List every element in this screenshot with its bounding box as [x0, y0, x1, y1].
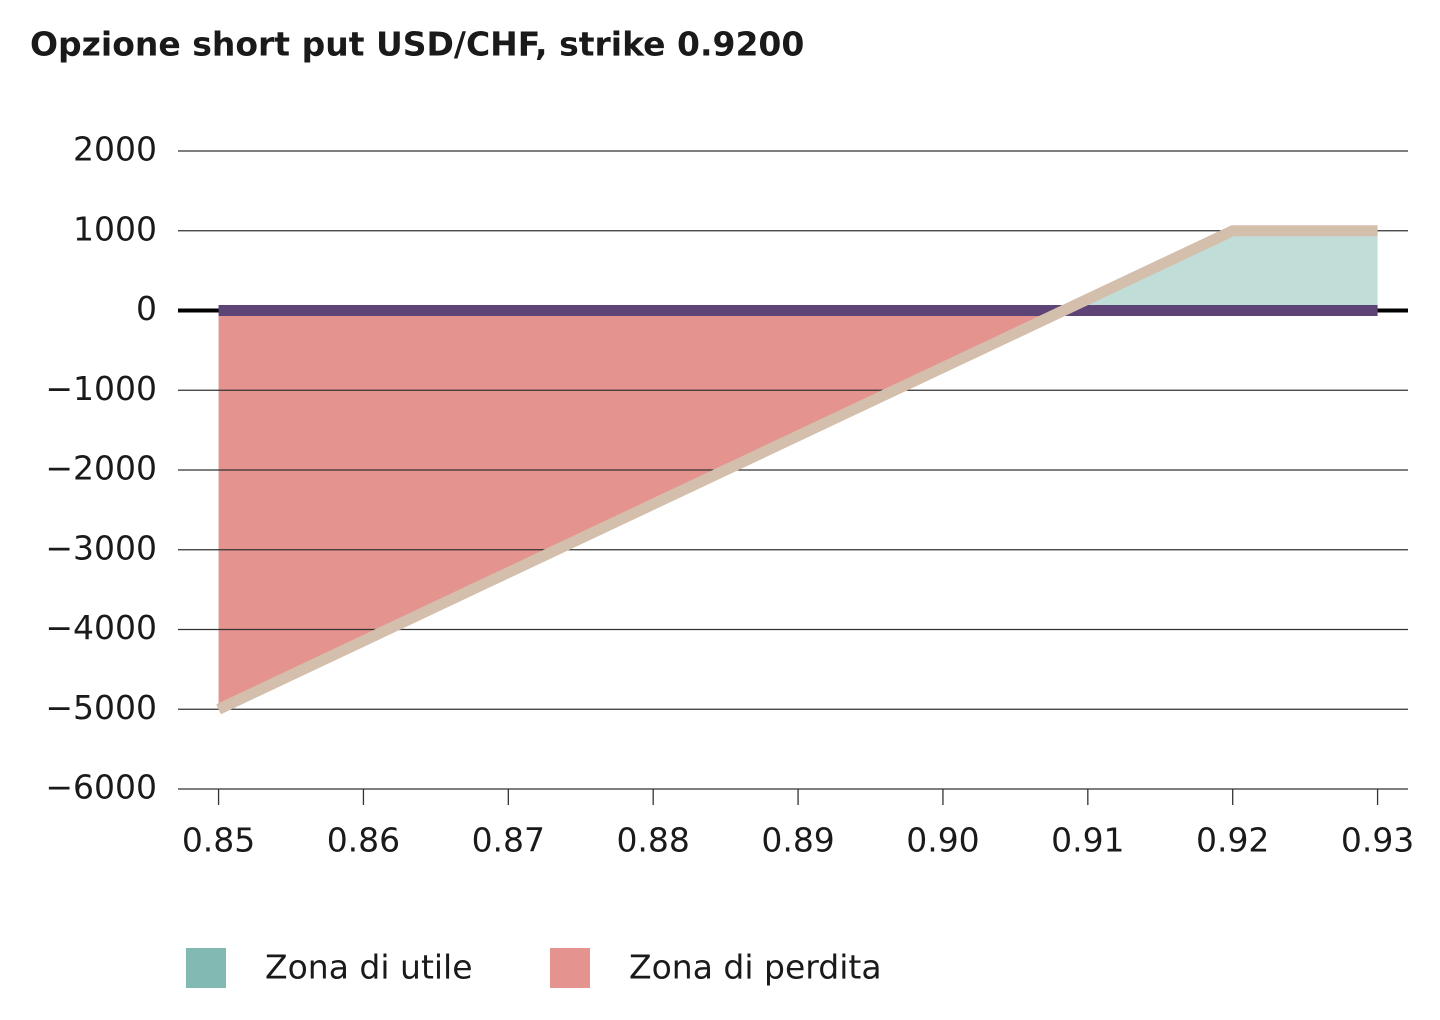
chart-title: Opzione short put USD/CHF, strike 0.9200: [30, 25, 804, 64]
y-tick-label: 0: [136, 289, 157, 328]
legend-label: Zona di perdita: [629, 948, 882, 987]
x-tick-label: 0.85: [182, 821, 255, 860]
x-tick-label: 0.92: [1196, 821, 1269, 860]
x-tick-label: 0.87: [472, 821, 545, 860]
legend-swatch: [186, 948, 226, 988]
x-tick-label: 0.91: [1051, 821, 1124, 860]
y-tick-label: −5000: [45, 688, 157, 727]
y-tick-label: 2000: [73, 130, 157, 169]
x-tick-label: 0.88: [616, 821, 689, 860]
x-tick-label: 0.93: [1341, 821, 1414, 860]
y-tick-label: −3000: [45, 528, 157, 567]
x-tick-label: 0.86: [327, 821, 400, 860]
x-tick-label: 0.90: [906, 821, 979, 860]
y-tick-label: −4000: [45, 608, 157, 647]
y-tick-label: −2000: [45, 449, 157, 488]
series-line: [216, 225, 1378, 715]
x-tick-label: 0.89: [761, 821, 834, 860]
y-tick-label: −6000: [45, 768, 157, 807]
legend-swatch: [550, 948, 590, 988]
profit-area: [1063, 230, 1378, 311]
y-tick-label: 1000: [73, 209, 157, 248]
legend-label: Zona di utile: [265, 948, 473, 987]
y-tick-label: −1000: [45, 369, 157, 408]
